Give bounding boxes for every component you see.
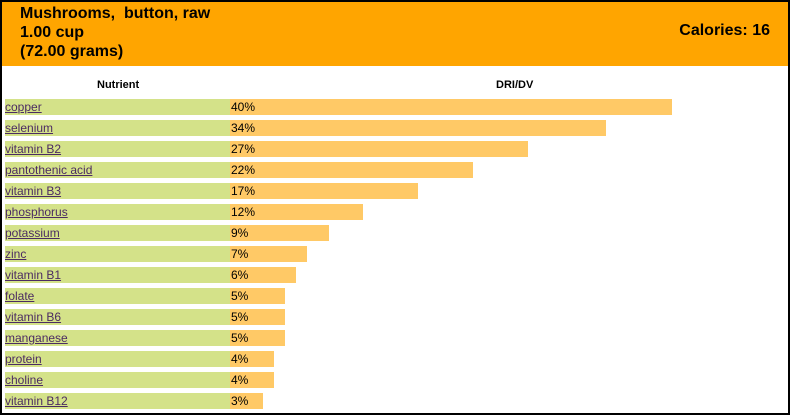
nutrient-label-bg xyxy=(5,288,230,304)
nutrient-row: pantothenic acid 22% xyxy=(2,162,788,178)
nutrient-row: phosphorus 12% xyxy=(2,204,788,220)
nutrient-link[interactable]: potassium xyxy=(5,226,60,240)
nutrient-link[interactable]: phosphorus xyxy=(5,205,68,219)
nutrient-label-bg xyxy=(5,162,230,178)
dri-bar xyxy=(230,351,274,367)
dri-bar xyxy=(230,162,473,178)
nutrient-row: vitamin B2 27% xyxy=(2,141,788,157)
dri-bar xyxy=(230,372,274,388)
dri-percent-label: 4% xyxy=(231,352,249,366)
dri-percent-label: 27% xyxy=(231,142,256,156)
nutrient-row: manganese 5% xyxy=(2,330,788,346)
dri-bar xyxy=(230,267,296,283)
dri-percent-label: 7% xyxy=(231,247,249,261)
nutrient-label-bg xyxy=(5,372,230,388)
nutrient-link[interactable]: pantothenic acid xyxy=(5,163,93,177)
nutrient-link[interactable]: vitamin B3 xyxy=(5,184,62,198)
nutrient-row: vitamin B6 5% xyxy=(2,309,788,325)
nutrient-row: vitamin B12 3% xyxy=(2,393,788,409)
dri-bar xyxy=(230,141,528,157)
calories-label: Calories: 16 xyxy=(679,22,770,39)
nutrient-row: choline 4% xyxy=(2,372,788,388)
dri-bar xyxy=(230,183,418,199)
dri-bar xyxy=(230,330,285,346)
nutrient-label-bg xyxy=(5,309,230,325)
dri-percent-label: 34% xyxy=(231,121,256,135)
nutrient-row: protein 4% xyxy=(2,351,788,367)
nutrient-label-bg xyxy=(5,120,230,136)
nutrient-label-bg xyxy=(5,393,230,409)
dri-bar xyxy=(230,246,307,262)
dri-percent-label: 22% xyxy=(231,163,256,177)
nutrient-label-bg xyxy=(5,246,230,262)
nutrient-link[interactable]: copper xyxy=(5,100,42,114)
nutrient-link[interactable]: zinc xyxy=(5,247,27,261)
nutrient-link[interactable]: folate xyxy=(5,289,35,303)
dri-percent-label: 5% xyxy=(231,331,249,345)
nutrient-row: copper 40% xyxy=(2,99,788,115)
nutrient-label-bg xyxy=(5,99,230,115)
dri-percent-label: 17% xyxy=(231,184,256,198)
dri-column-header: DRI/DV xyxy=(496,79,534,91)
nutrient-label-bg xyxy=(5,351,230,367)
dri-percent-label: 40% xyxy=(231,100,256,114)
food-header: Mushrooms, button, raw 1.00 cup (72.00 g… xyxy=(2,2,788,66)
nutrient-row: folate 5% xyxy=(2,288,788,304)
nutrient-row: zinc 7% xyxy=(2,246,788,262)
dri-bar xyxy=(230,309,285,325)
food-name: Mushrooms, button, raw xyxy=(20,5,211,22)
dri-bar xyxy=(230,225,329,241)
nutrient-label-bg xyxy=(5,183,230,199)
dri-percent-label: 3% xyxy=(231,394,249,408)
nutrient-label-bg xyxy=(5,204,230,220)
dri-percent-label: 9% xyxy=(231,226,249,240)
serving-weight: (72.00 grams) xyxy=(20,43,124,60)
nutrient-column-header: Nutrient xyxy=(97,79,140,91)
nutrient-link[interactable]: vitamin B1 xyxy=(5,268,62,282)
dri-bar xyxy=(230,120,606,136)
serving-size: 1.00 cup xyxy=(20,24,85,41)
nutrient-label-bg xyxy=(5,330,230,346)
dri-percent-label: 12% xyxy=(231,205,256,219)
nutrient-link[interactable]: protein xyxy=(5,352,42,366)
dri-bar xyxy=(230,288,285,304)
nutrient-link[interactable]: vitamin B6 xyxy=(5,310,62,324)
nutrient-row: vitamin B3 17% xyxy=(2,183,788,199)
nutrient-row: vitamin B1 6% xyxy=(2,267,788,283)
dri-bar xyxy=(230,204,363,220)
dri-percent-label: 4% xyxy=(231,373,249,387)
nutrient-link[interactable]: manganese xyxy=(5,331,68,345)
nutrient-label-bg xyxy=(5,225,230,241)
dri-percent-label: 6% xyxy=(231,268,249,282)
nutrient-link[interactable]: choline xyxy=(5,373,44,387)
dri-bar xyxy=(230,99,672,115)
dri-percent-label: 5% xyxy=(231,310,249,324)
nutrient-label-bg xyxy=(5,267,230,283)
dri-bar xyxy=(230,393,263,409)
nutrient-row: potassium 9% xyxy=(2,225,788,241)
dri-percent-label: 5% xyxy=(231,289,249,303)
nutrient-label-bg xyxy=(5,141,230,157)
nutrient-link[interactable]: vitamin B2 xyxy=(5,142,62,156)
nutrient-link[interactable]: selenium xyxy=(5,121,54,135)
nutrient-row: selenium 34% xyxy=(2,120,788,136)
nutrient-link[interactable]: vitamin B12 xyxy=(5,394,68,408)
